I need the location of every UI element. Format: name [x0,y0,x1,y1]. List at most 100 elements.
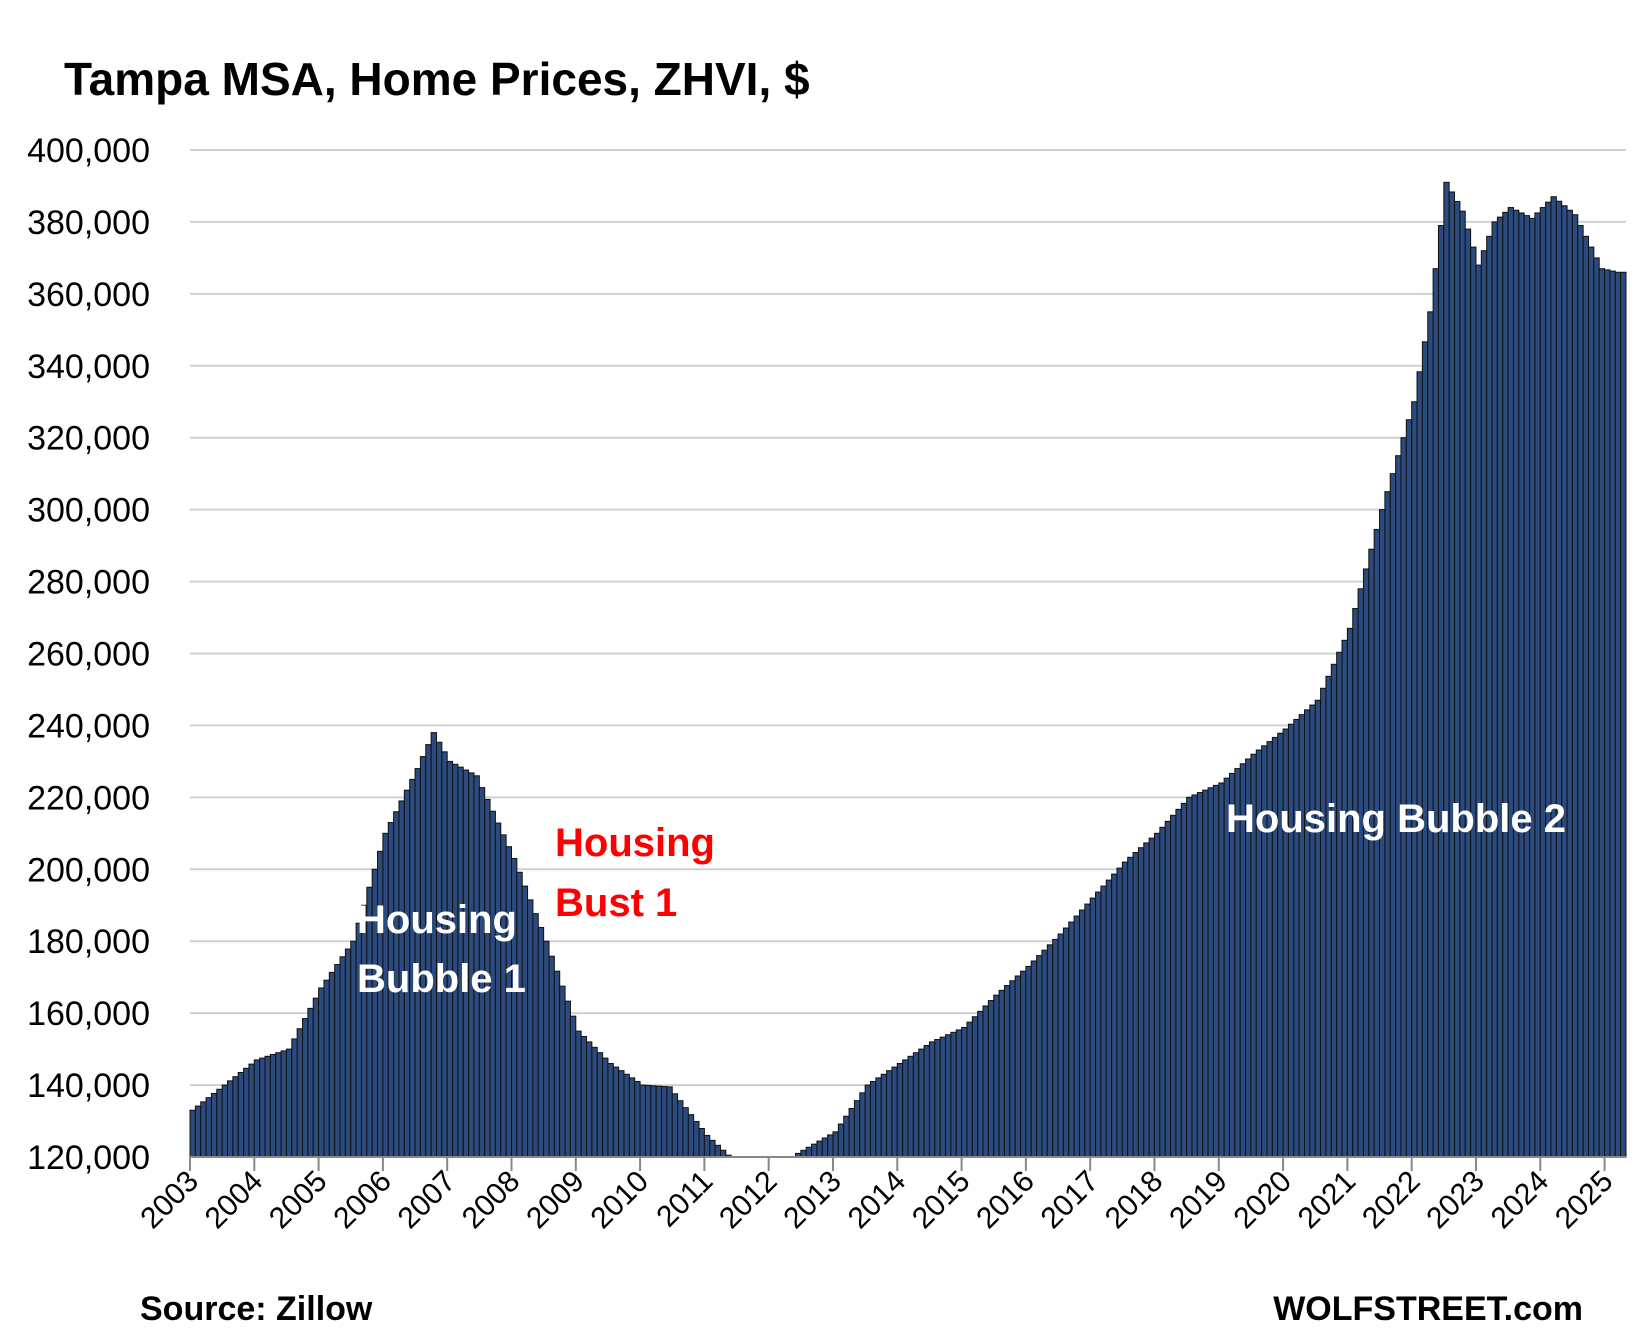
bar [312,997,320,1158]
bar [1480,250,1488,1158]
bar [1555,200,1563,1158]
bar [1020,970,1027,1158]
bar [1089,897,1097,1158]
bar [205,1097,212,1158]
x-tick-label: 2010 [585,1165,656,1236]
bar [1095,891,1102,1158]
bar [1127,856,1134,1158]
bar [221,1084,229,1158]
bar [955,1029,963,1158]
x-axis: 2003200420052006200720082009201020112012… [134,1156,1626,1236]
bar [1330,663,1338,1158]
bar [1512,209,1520,1158]
bar [1566,209,1573,1158]
bar [1582,235,1589,1158]
bar [1153,832,1161,1158]
bar [1346,627,1354,1158]
bar [1486,235,1493,1158]
bar [816,1140,823,1158]
annotation-label: Bust 1 [555,881,677,925]
bar [339,956,346,1158]
y-tick-label: 180,000 [27,923,150,961]
bar [1320,687,1327,1158]
bar [1405,419,1413,1158]
y-tick-label: 120,000 [27,1139,150,1177]
bar [993,994,1000,1158]
bar [441,751,448,1158]
bar [800,1149,807,1158]
bar [1357,588,1364,1158]
bar [559,985,566,1158]
bar [1362,568,1370,1158]
annotation-label: Housing [357,898,517,942]
bar [1502,211,1509,1158]
x-tick-label: 2023 [1420,1165,1491,1236]
bar [232,1076,239,1158]
bar [1314,699,1322,1158]
y-tick-label: 380,000 [27,204,150,242]
bar [1175,808,1182,1158]
bar [934,1039,941,1158]
bar [1437,225,1445,1158]
bar [1100,885,1107,1158]
bar [1496,216,1504,1158]
annotations: Housing Bubble 1 Housing Bust 1 Housing Bubb… [357,797,1566,1001]
x-tick-label: 2014 [842,1165,913,1236]
bar [291,1038,298,1158]
bar [661,1086,668,1158]
bar [1191,794,1198,1158]
bar [912,1052,920,1158]
bar [827,1134,834,1158]
bar [666,1086,673,1158]
bar [580,1036,588,1158]
bar [1105,879,1113,1158]
bar [859,1092,866,1158]
bar [1518,212,1525,1158]
bar [977,1010,984,1158]
bar [837,1123,845,1158]
bar [671,1093,679,1158]
bar [655,1085,663,1158]
bar [1341,639,1348,1158]
bar [318,987,325,1158]
bar [1411,401,1418,1158]
bar [1287,723,1295,1158]
bar [1293,718,1300,1158]
source-label: Source: Zillow [140,1290,373,1328]
bar [902,1059,909,1158]
bar [864,1084,871,1158]
bar [210,1092,218,1158]
bar [939,1036,947,1158]
x-tick-label: 2008 [456,1165,527,1236]
bar [575,1030,582,1158]
bar [591,1046,598,1158]
x-tick-label: 2009 [520,1165,591,1236]
bar [848,1107,855,1158]
bar [853,1100,861,1158]
bar [1620,271,1627,1158]
bar [1202,789,1209,1158]
bar [1132,852,1139,1158]
bar [639,1084,646,1158]
y-tick-label: 140,000 [27,1067,150,1105]
bar [966,1021,973,1158]
bar [1571,214,1579,1158]
bar [1164,820,1172,1158]
bar [425,744,432,1158]
x-tick-label: 2018 [1099,1165,1170,1236]
bar [1539,207,1547,1158]
y-tick-label: 300,000 [27,492,150,530]
bar [698,1127,705,1158]
bar [564,1000,571,1158]
bar [1111,873,1118,1158]
bar [703,1134,711,1158]
bar [200,1101,207,1158]
bar [907,1055,914,1158]
x-tick-label: 2017 [1035,1165,1106,1236]
y-axis-labels: 120,000 140,000 160,000 180,000 200,000 220,0… [27,132,150,1177]
bar [1593,257,1600,1158]
bar [875,1077,882,1158]
bar [961,1027,968,1158]
bar [719,1149,727,1158]
bar [1052,938,1059,1158]
